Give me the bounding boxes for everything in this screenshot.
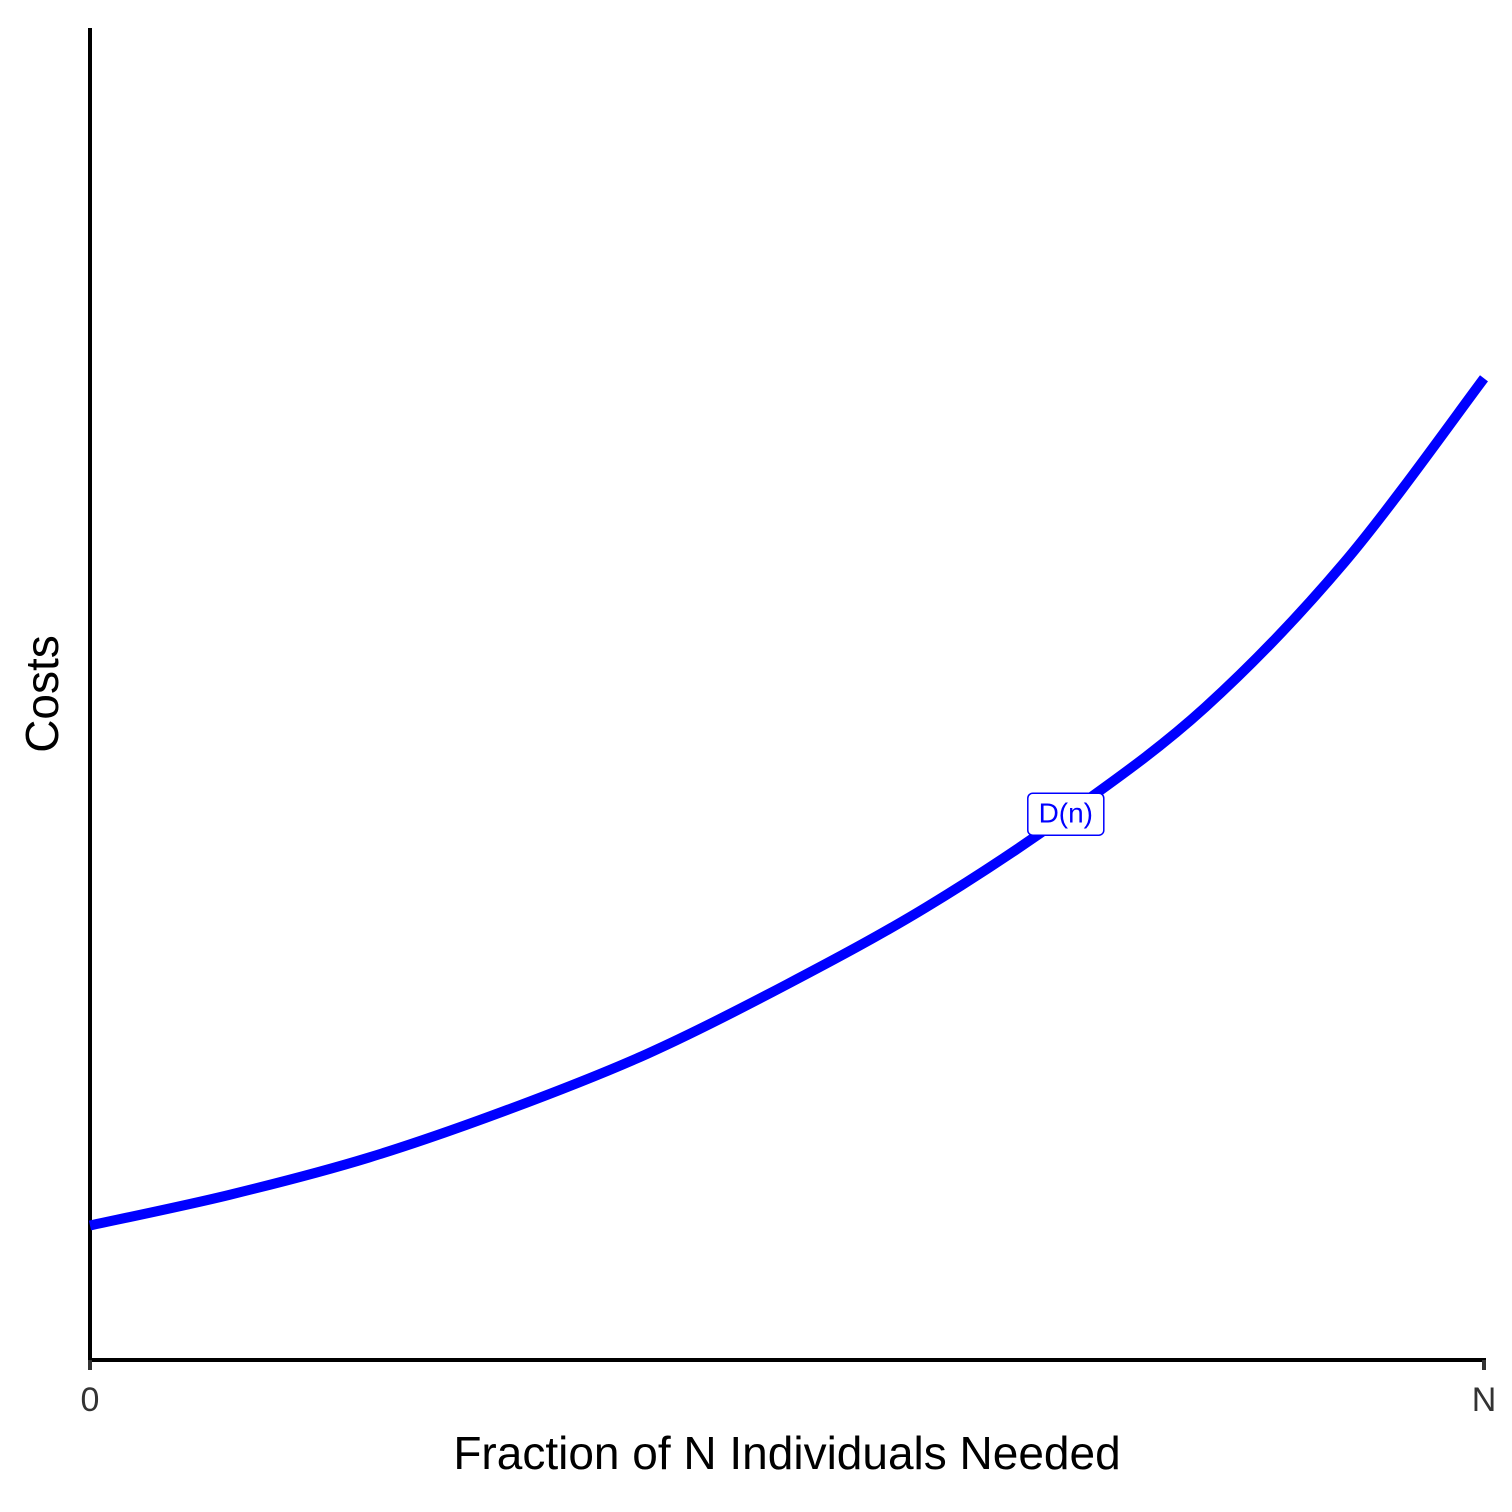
series-label-text: D(n) bbox=[1039, 798, 1093, 829]
series-label: D(n) bbox=[1027, 792, 1105, 836]
y-axis-title: Costs bbox=[16, 635, 68, 753]
x-tick-label: N bbox=[1472, 1381, 1497, 1419]
x-tick-label: 0 bbox=[81, 1381, 100, 1419]
series-label-box bbox=[1027, 792, 1105, 836]
x-axis-title: Fraction of N Individuals Needed bbox=[453, 1427, 1120, 1479]
line bbox=[88, 375, 1488, 1231]
